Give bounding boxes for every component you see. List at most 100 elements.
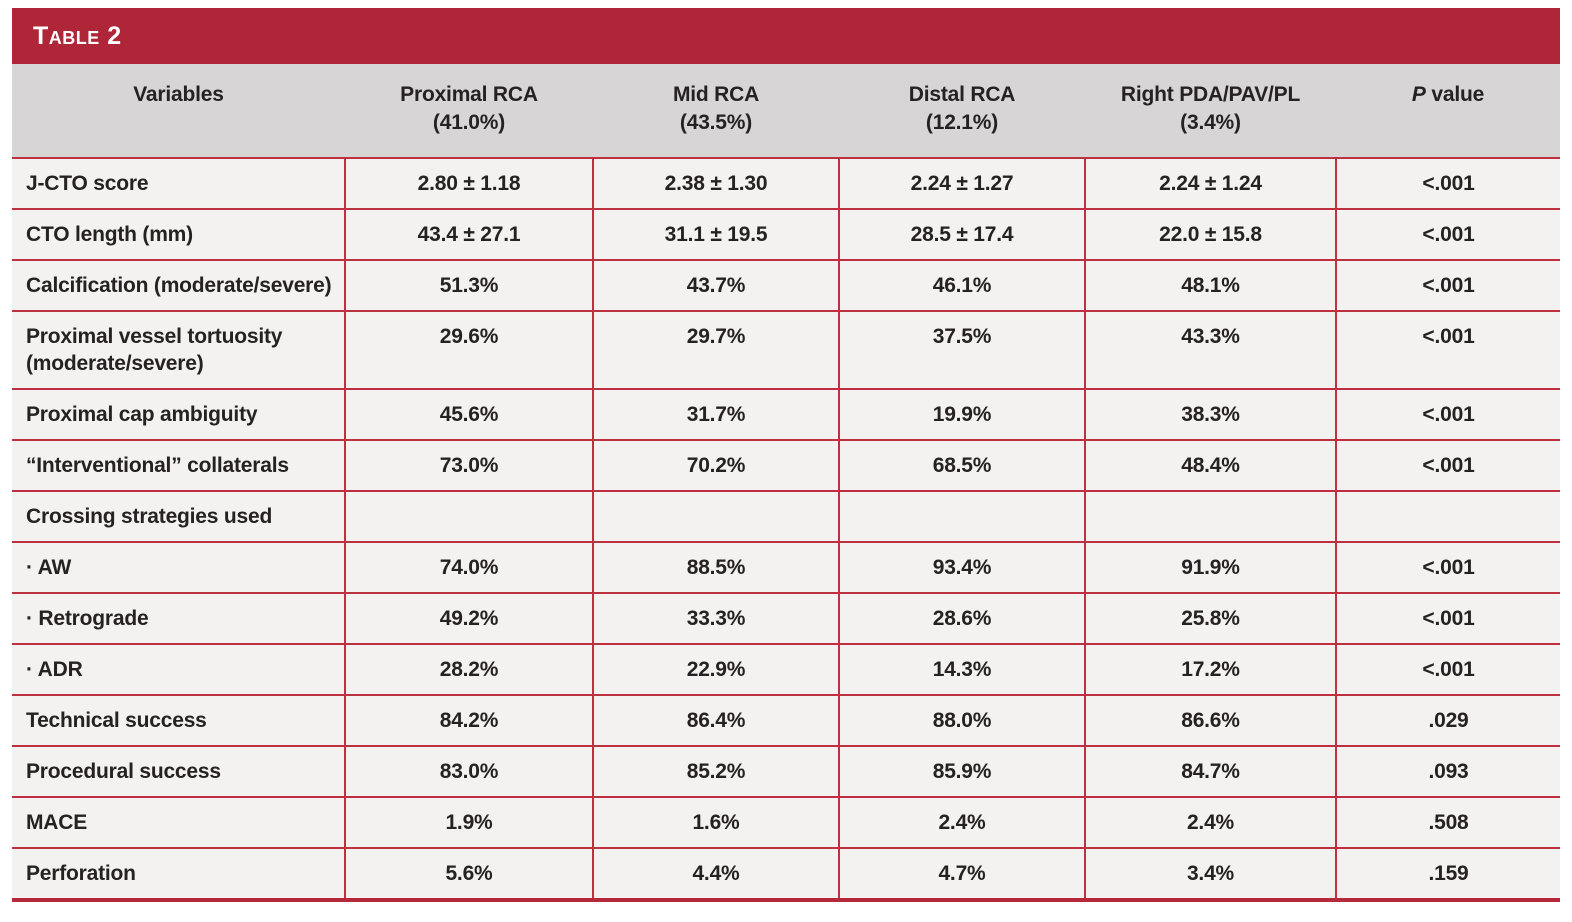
cell-value [592,490,839,542]
table-row: Technical success 84.2% 86.4% 88.0% 86.6% .02… [12,694,1560,746]
column-sublabel: (12.1%) [925,111,999,134]
cell-value: .159 [1335,847,1560,900]
table-row: Perforation 5.6% 4.4% 4.7% 3.4% .159 [12,847,1560,900]
row-label: CTO length (mm) [12,208,345,260]
column-sublabel: (43.5%) [679,111,753,134]
cell-value: 1.6% [592,796,839,848]
column-sublabel: (3.4%) [1180,111,1241,134]
cell-value: 2.24 ± 1.27 [838,157,1085,209]
cell-value: 14.3% [838,643,1085,695]
p-italic: P [1411,83,1426,106]
table-row: CTO length (mm) 43.4 ± 27.1 31.1 ± 19.5 28.… [12,208,1560,260]
cell-value [1335,490,1560,542]
cell-value: 29.6% [344,310,593,389]
cell-value: 45.6% [344,388,593,440]
table-body: J-CTO score 2.80 ± 1.18 2.38 ± 1.30 2.24 ± … [12,157,1560,900]
column-header-mid-rca: Mid RCA (43.5%) [593,64,839,158]
cell-value: <.001 [1335,310,1560,389]
table-row: “Interventional” collaterals 73.0% 70.2% 68… [12,439,1560,491]
cell-value: 33.3% [592,592,839,644]
cell-value: 4.7% [838,847,1085,900]
column-header-distal-rca: Distal RCA (12.1%) [839,64,1085,158]
table-header: Variables Proximal RCA (41.0%) Mid RCA (… [12,64,1560,158]
cell-value: 31.1 ± 19.5 [592,208,839,260]
column-label: Right PDA/PAV/PL [1120,83,1301,106]
column-label: Variables [133,83,224,106]
cell-value: 43.3% [1084,310,1336,389]
cell-value: 85.2% [592,745,839,797]
cell-value: 43.4 ± 27.1 [344,208,593,260]
column-sublabel: (41.0%) [432,111,506,134]
cell-value: 2.80 ± 1.18 [344,157,593,209]
cell-value: 22.0 ± 15.8 [1084,208,1336,260]
row-label: Proximal vessel tortuosity (moderate/sev… [12,310,345,389]
table-row: Crossing strategies used [12,490,1560,542]
cell-value: <.001 [1335,643,1560,695]
table-row: Procedural success 83.0% 85.2% 85.9% 84.7% .0… [12,745,1560,797]
table-row: Calcification (moderate/severe) 51.3% 43.7… [12,259,1560,311]
cell-value: <.001 [1335,541,1560,593]
cell-value: 5.6% [344,847,593,900]
column-header-right-pda: Right PDA/PAV/PL (3.4%) [1085,64,1336,158]
table-row: MACE 1.9% 1.6% 2.4% 2.4% .508 [12,796,1560,848]
table-title: Table 2 [33,21,122,50]
cell-value: 17.2% [1084,643,1336,695]
cell-value: 38.3% [1084,388,1336,440]
cell-value: 48.4% [1084,439,1336,491]
cell-value: 43.7% [592,259,839,311]
cell-value: .508 [1335,796,1560,848]
cell-value: <.001 [1335,157,1560,209]
cell-value: 2.38 ± 1.30 [592,157,839,209]
cell-value: 86.6% [1084,694,1336,746]
row-label: Procedural success [12,745,345,797]
column-header-proximal-rca: Proximal RCA (41.0%) [345,64,593,158]
row-label: · Retrograde [12,592,345,644]
cell-value: 28.2% [344,643,593,695]
cell-value [1084,490,1336,542]
cell-value: 70.2% [592,439,839,491]
cell-value: <.001 [1335,388,1560,440]
table-row: Proximal vessel tortuosity (moderate/sev… [12,310,1560,389]
row-label: “Interventional” collaterals [12,439,345,491]
cell-value: 4.4% [592,847,839,900]
column-header-variables: Variables [12,64,345,158]
row-label: · AW [12,541,345,593]
cell-value: <.001 [1335,208,1560,260]
table-row: J-CTO score 2.80 ± 1.18 2.38 ± 1.30 2.24 ± … [12,157,1560,209]
column-header-p-value: P value [1336,64,1560,158]
cell-value: <.001 [1335,439,1560,491]
cell-value: 22.9% [592,643,839,695]
column-label: Mid RCA [672,83,760,106]
table-row: · ADR 28.2% 22.9% 14.3% 17.2% <.001 [12,643,1560,695]
cell-value: 51.3% [344,259,593,311]
row-label: Crossing strategies used [12,490,345,542]
cell-value: 73.0% [344,439,593,491]
cell-value: 28.5 ± 17.4 [838,208,1085,260]
cell-value: 84.2% [344,694,593,746]
cell-value: 68.5% [838,439,1085,491]
table-title-bar: Table 2 [12,8,1560,64]
row-label: J-CTO score [12,157,345,209]
cell-value: 88.0% [838,694,1085,746]
cell-value: 49.2% [344,592,593,644]
cell-value: 2.24 ± 1.24 [1084,157,1336,209]
cell-value: 19.9% [838,388,1085,440]
data-table: Variables Proximal RCA (41.0%) Mid RCA (… [12,64,1560,902]
cell-value: 91.9% [1084,541,1336,593]
cell-value [838,490,1085,542]
cell-value: 25.8% [1084,592,1336,644]
row-label: Calcification (moderate/severe) [12,259,345,311]
cell-value: 28.6% [838,592,1085,644]
table-2-card: Table 2 Variables Proximal RCA [12,8,1560,902]
column-label: P value [1344,81,1552,109]
cell-value: 3.4% [1084,847,1336,900]
cell-value: 83.0% [344,745,593,797]
cell-value: 88.5% [592,541,839,593]
cell-value: .093 [1335,745,1560,797]
row-label: · ADR [12,643,345,695]
cell-value: <.001 [1335,592,1560,644]
table-row: Proximal cap ambiguity 45.6% 31.7% 19.9% 38.… [12,388,1560,440]
cell-value: 84.7% [1084,745,1336,797]
cell-value: 86.4% [592,694,839,746]
